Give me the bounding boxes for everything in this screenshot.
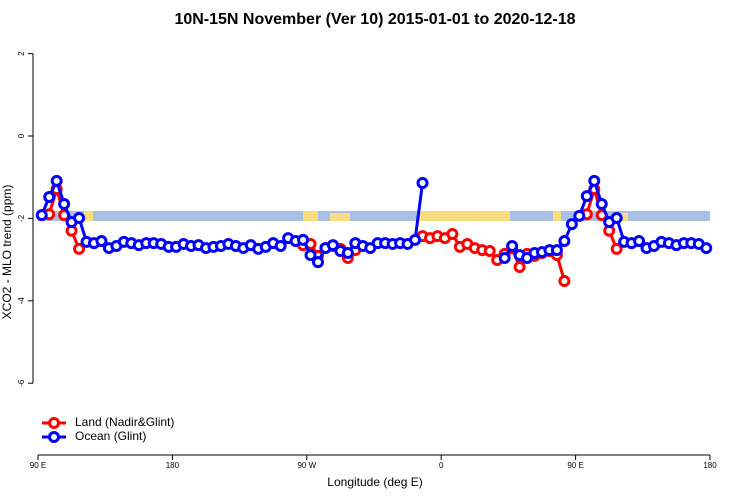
data-point: [50, 174, 63, 187]
data-point: [565, 218, 578, 231]
data-point: [513, 261, 526, 274]
data-point: [58, 197, 71, 210]
data-point: [610, 242, 623, 255]
x-axis-label: Longitude (deg E): [327, 475, 422, 489]
data-point: [95, 235, 108, 248]
data-point: [573, 209, 586, 222]
legend-label: Land (Nadir&Glint): [75, 415, 174, 429]
data-point: [416, 176, 429, 189]
data-point: [409, 233, 422, 246]
data-point: [73, 211, 86, 224]
data-point: [558, 275, 571, 288]
x-tick-label: 0: [439, 461, 444, 470]
data-point: [633, 235, 646, 248]
data-point: [73, 242, 86, 255]
chart-title: 10N-15N November (Ver 10) 2015-01-01 to …: [174, 11, 575, 28]
data-point: [558, 235, 571, 248]
data-point: [35, 209, 48, 222]
data-point: [483, 244, 496, 257]
data-point: [312, 256, 324, 269]
y-tick-label: 2: [17, 51, 26, 56]
data-point: [498, 251, 511, 264]
x-tick-label: 90 W: [297, 461, 316, 470]
legend-marker: [48, 431, 60, 443]
data-point: [341, 247, 354, 260]
data-point: [580, 190, 593, 203]
x-tick-label: 90 E: [567, 461, 583, 470]
y-tick-label: -4: [17, 297, 26, 305]
data-point: [588, 174, 601, 187]
y-tick-label: -2: [17, 214, 26, 222]
data-point: [43, 190, 56, 203]
x-tick-label: 180: [703, 461, 717, 470]
y-tick-label: 0: [17, 133, 26, 138]
data-point: [274, 240, 287, 253]
land-mask-strip: [38, 211, 710, 221]
data-point: [506, 240, 519, 253]
y-axis-label: XCO2 - MLO trend (ppm): [0, 185, 14, 320]
data-point: [297, 233, 310, 246]
legend-label: Ocean (Glint): [75, 429, 146, 443]
y-tick-label: -6: [17, 379, 26, 387]
legend-marker: [48, 417, 60, 429]
data-point: [610, 211, 623, 224]
data-point: [550, 244, 563, 257]
data-point: [326, 239, 339, 252]
x-tick-label: 90 E: [30, 461, 46, 470]
data-point: [446, 228, 459, 241]
data-point: [304, 249, 317, 262]
x-tick-label: 180: [166, 461, 180, 470]
data-point: [595, 197, 608, 210]
data-point: [700, 242, 713, 255]
